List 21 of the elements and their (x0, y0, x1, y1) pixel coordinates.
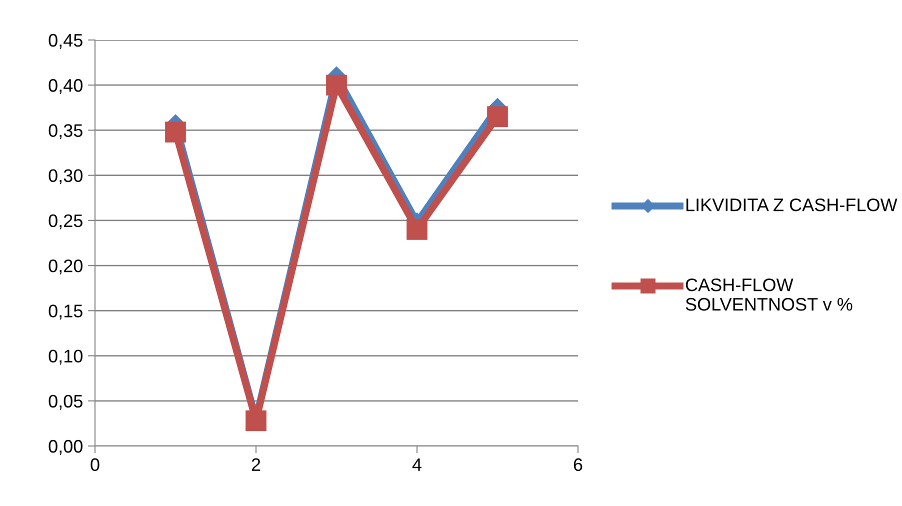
point (487, 106, 508, 128)
y-tick-label: 0,20 (48, 259, 82, 274)
y-tick-label: 0,35 (48, 124, 82, 140)
x-tick-label: 0 (90, 458, 100, 472)
point (246, 410, 266, 432)
y-tick-label: 0,25 (48, 214, 82, 230)
point (326, 74, 347, 96)
y-tick-label: 0,10 (48, 350, 82, 365)
y-tick-label: 0,05 (48, 394, 82, 410)
x-tick-label: 4 (412, 458, 422, 471)
y-tick-label: 0,30 (48, 169, 82, 184)
y-tick-label: 0,45 (48, 34, 82, 49)
legend-label: CASH-FLOW SOLVENTNOST v % (686, 278, 852, 311)
y-tick-label: 0,40 (48, 79, 82, 94)
point (165, 122, 186, 142)
y-tick-label: 0,15 (48, 304, 82, 320)
legend-label: LIKVIDITA Z CASH-FLOW (686, 198, 898, 212)
point (406, 219, 428, 240)
y-tick-label: 0,00 (48, 440, 82, 455)
x-tick-label: 2 (252, 458, 260, 471)
x-tick-label: 6 (574, 458, 582, 472)
